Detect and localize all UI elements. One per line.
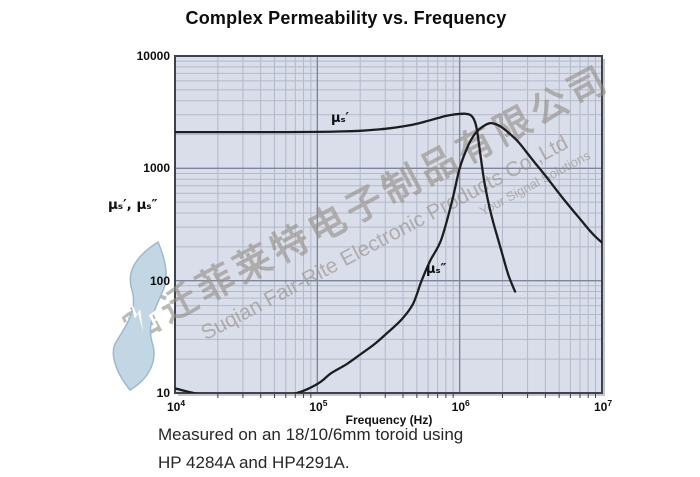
y-tick-label: 100 <box>149 273 170 288</box>
curve-mu-double-prime <box>175 121 602 393</box>
x-tick-label: 106 <box>451 398 470 414</box>
curve-label-mu-prime: μₛ′ <box>331 111 349 126</box>
y-axis-label: μₛ′, μₛ″ <box>108 197 158 213</box>
x-tick-label: 104 <box>167 398 186 414</box>
logo-lightning-icon <box>130 299 144 333</box>
y-tick-label: 10 <box>156 386 170 400</box>
chart-title: Complex Permeability vs. Frequency <box>185 8 507 28</box>
curve-mu-prime <box>175 112 517 293</box>
caption-line-1: Measured on an 18/10/6mm toroid using <box>158 425 464 444</box>
x-tick-label: 105 <box>309 398 328 414</box>
curve-label-mu-double-prime: μₛ″ <box>426 262 447 277</box>
caption-line-2: HP 4284A and HP4291A. <box>158 453 350 472</box>
y-tick-label: 1000 <box>143 161 170 176</box>
y-tick-label: 10000 <box>136 49 170 63</box>
x-tick-label: 107 <box>594 398 613 414</box>
x-axis-label: Frequency (Hz) <box>345 413 433 427</box>
fair-rite-ribbon-logo-icon: F R <box>111 240 170 391</box>
